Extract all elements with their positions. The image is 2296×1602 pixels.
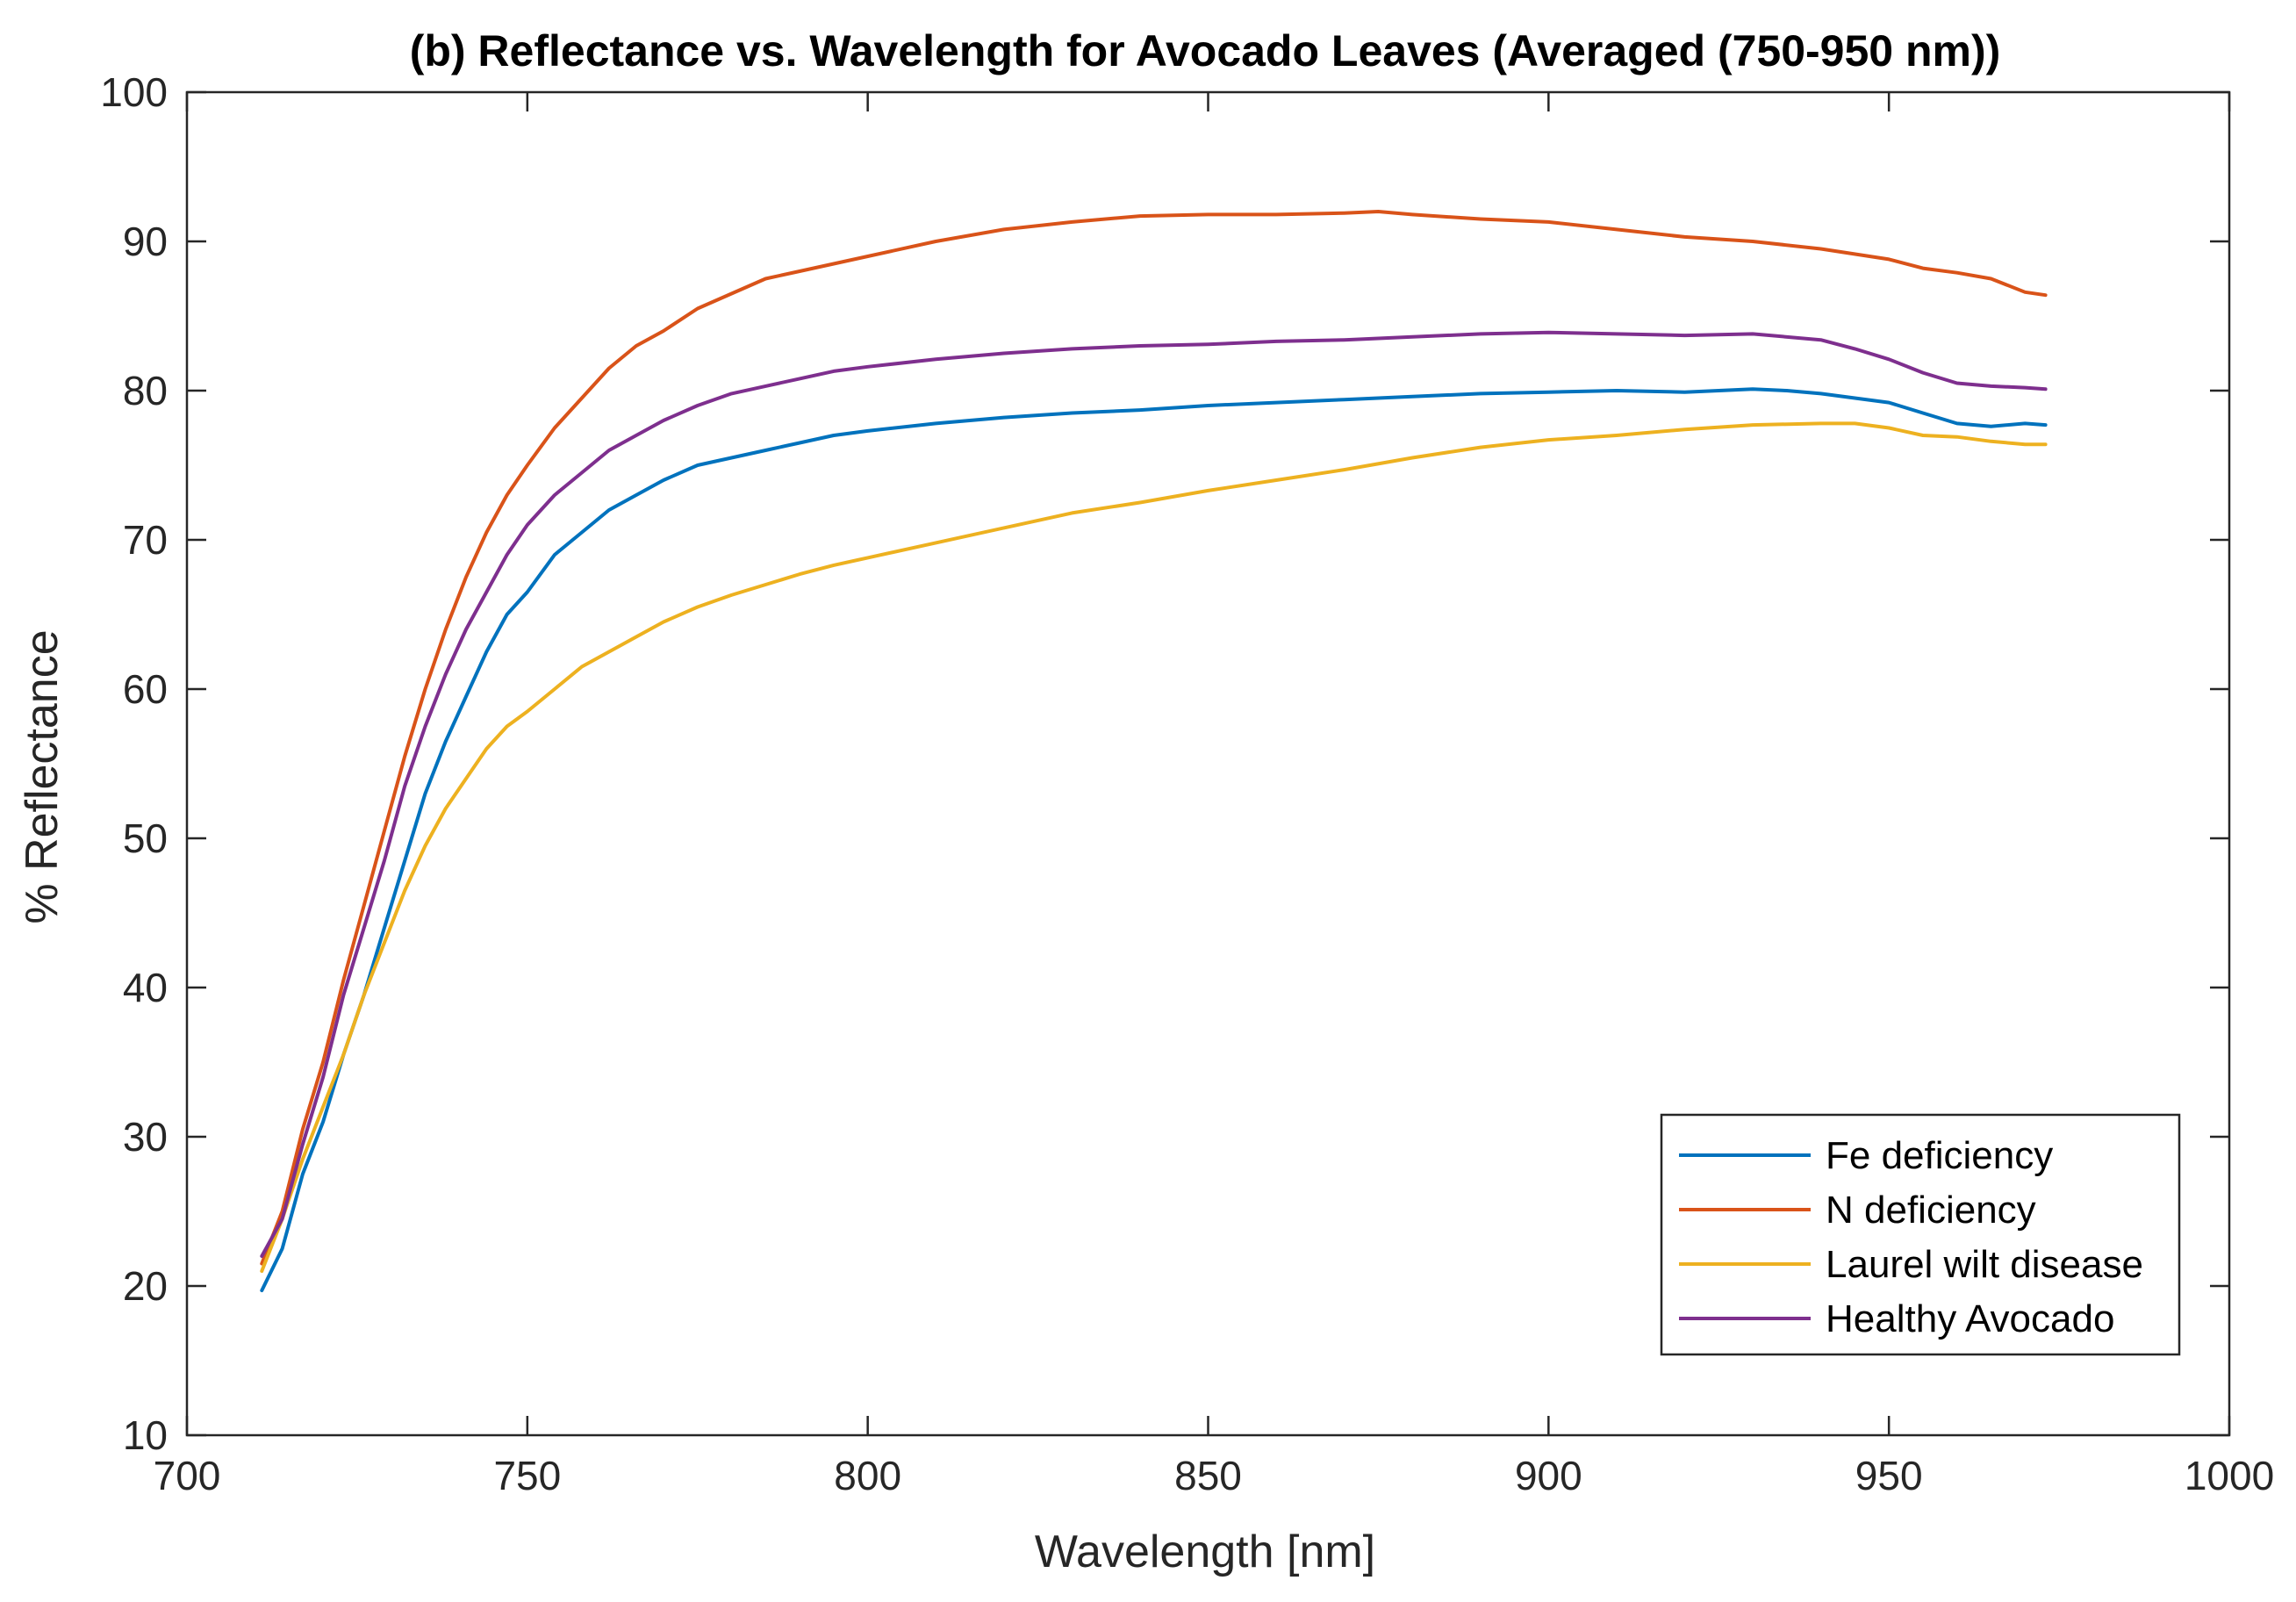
legend-label-healthy-avocado: Healthy Avocado (1826, 1297, 2114, 1340)
y-tick-label: 50 (123, 815, 168, 861)
y-axis-ticks: 10 20 30 40 50 60 70 80 90 100 (100, 69, 2229, 1458)
legend-label-fe-deficiency: Fe deficiency (1826, 1134, 2053, 1177)
chart-title: (b) Reflectance vs. Wavelength for Avoca… (410, 26, 2001, 75)
x-tick-label: 900 (1515, 1453, 1582, 1498)
legend-label-laurel-wilt-disease: Laurel wilt disease (1826, 1243, 2143, 1286)
series-line-n-deficiency (260, 210, 2048, 1266)
y-tick-label: 70 (123, 517, 168, 563)
y-tick-label: 30 (123, 1114, 168, 1160)
x-tick-label: 850 (1174, 1453, 1242, 1498)
x-axis-ticks: 700 750 800 850 900 950 1000 (154, 92, 2274, 1498)
legend-label-n-deficiency: N deficiency (1826, 1189, 2036, 1232)
y-tick-label: 20 (123, 1263, 168, 1309)
series-line-laurel-wilt-disease (260, 421, 2048, 1273)
y-tick-label: 80 (123, 368, 168, 413)
y-tick-label: 100 (100, 69, 168, 115)
x-tick-label: 700 (154, 1453, 221, 1498)
x-tick-label: 950 (1855, 1453, 1923, 1498)
series-line-healthy-avocado (260, 330, 2048, 1258)
y-tick-label: 90 (123, 219, 168, 264)
x-axis-label: Wavelength [nm] (1035, 1527, 1375, 1577)
x-tick-label: 800 (834, 1453, 901, 1498)
series-lines (260, 210, 2048, 1293)
y-tick-label: 10 (123, 1412, 168, 1458)
legend: Fe deficiency N deficiency Laurel wilt dis… (1660, 1113, 2181, 1356)
y-tick-label: 60 (123, 666, 168, 712)
y-axis-label: % Reflectance (17, 629, 68, 923)
x-tick-label: 1000 (2185, 1453, 2274, 1498)
y-tick-label: 40 (123, 965, 168, 1010)
series-line-fe-deficiency (260, 387, 2048, 1293)
x-tick-label: 750 (493, 1453, 561, 1498)
